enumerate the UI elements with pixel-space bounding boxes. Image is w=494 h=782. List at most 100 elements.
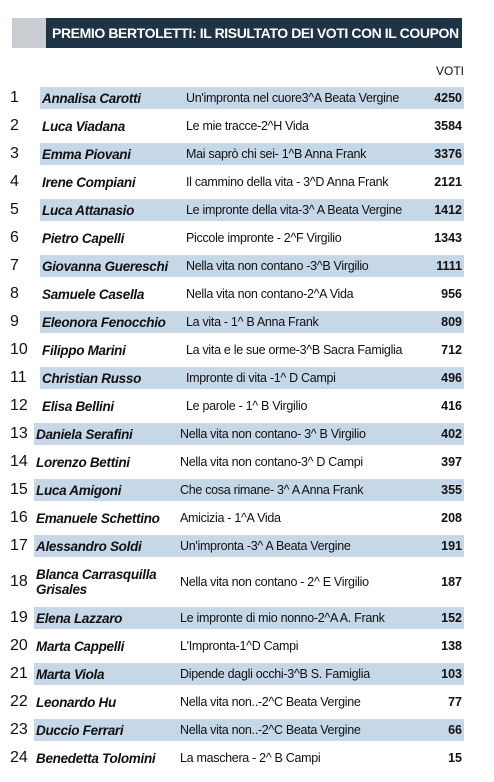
student-name: Elisa Bellini (42, 398, 114, 414)
table-row: 10 Filippo Marini La vita e le sue orme-3^… (0, 336, 494, 364)
entry-title: Mai saprò chi sei- 1^B Anna Frank (186, 147, 367, 161)
votes: 4250 (434, 91, 462, 105)
rank: 23 (10, 721, 28, 738)
table-row: 6 Pietro Capelli Piccole impronte - 2^F Vi… (0, 224, 494, 252)
table-row: 15 Luca Amigoni Che cosa rimane- 3^ A Anna… (0, 476, 494, 504)
votes: 15 (448, 751, 462, 765)
entry-title: Un'impronta nel cuore3^A Beata Vergine (186, 91, 399, 105)
rank: 15 (10, 481, 28, 498)
table-row: 18 Blanca Carrasquilla Grisales Nella vita… (0, 560, 494, 604)
table-row: 20 Marta Cappelli L'Impronta-1^D Campi 138 (0, 632, 494, 660)
table-row: 2 Luca Viadana Le mie tracce-2^H Vida 3584 (0, 112, 494, 140)
rank: 1 (10, 89, 19, 106)
entry-title: Nella vita non contano-2^A Vida (186, 287, 354, 301)
row-background (34, 607, 464, 629)
entry-title: Nella vita non..-2^C Beata Vergine (180, 695, 361, 709)
student-name: Eleonora Fenocchio (42, 314, 166, 330)
table-row: 3 Emma Piovani Mai saprò chi sei- 1^B Anna… (0, 140, 494, 168)
table-row: 13 Daniela Serafini Nella vita non contano… (0, 420, 494, 448)
student-name: Filippo Marini (42, 342, 126, 358)
votes: 208 (441, 511, 462, 525)
student-name: Luca Amigoni (36, 482, 122, 498)
student-name: Duccio Ferrari (36, 722, 124, 738)
row-background (34, 719, 464, 741)
votes: 1412 (434, 203, 462, 217)
entry-title: Che cosa rimane- 3^ A Anna Frank (180, 483, 364, 497)
entry-title: Dipende dagli occhi-3^B S. Famiglia (180, 667, 370, 681)
rank: 11 (10, 369, 27, 386)
student-name: Samuele Casella (42, 286, 145, 302)
rank: 10 (10, 341, 28, 358)
votes: 3584 (434, 119, 462, 133)
student-name: Marta Cappelli (36, 638, 125, 654)
student-name: Christian Russo (42, 370, 142, 386)
rank: 17 (10, 537, 28, 554)
votes: 103 (441, 667, 462, 681)
table-row: 23 Duccio Ferrari Nella vita non..-2^C Bea… (0, 716, 494, 744)
student-name: Pietro Capelli (42, 230, 125, 246)
student-name: Benedetta Tolomini (36, 750, 156, 766)
rank: 13 (10, 425, 28, 442)
row-background (40, 87, 464, 109)
student-name: Luca Attanasio (42, 202, 135, 218)
rank: 8 (10, 285, 19, 302)
row-background (40, 367, 464, 389)
student-name: Emma Piovani (42, 146, 131, 162)
votes: 397 (441, 455, 462, 469)
rank: 12 (10, 397, 28, 414)
rank: 24 (10, 749, 28, 766)
table-row: 16 Emanuele Schettino Amicizia - 1^A Vida 2… (0, 504, 494, 532)
votes: 187 (441, 575, 462, 589)
student-name: Emanuele Schettino (36, 510, 160, 526)
rank: 5 (10, 201, 19, 218)
entry-title: Nella vita non contano-3^ D Campi (180, 455, 363, 469)
table-row: 24 Benedetta Tolomini La maschera - 2^ B C… (0, 744, 494, 772)
entry-title: Le parole - 1^ B Virgilio (186, 399, 308, 413)
table-row: 1 Annalisa Carotti Un'impronta nel cuore3^… (0, 84, 494, 112)
rank: 18 (10, 573, 28, 590)
row-background (34, 663, 464, 685)
rank: 7 (10, 257, 19, 274)
entry-title: La vita - 1^ B Anna Frank (186, 315, 319, 329)
entry-title: La vita e le sue orme-3^B Sacra Famiglia (186, 343, 403, 357)
rank: 21 (10, 665, 28, 682)
row-background (40, 143, 464, 165)
student-name: Lorenzo Bettini (36, 454, 130, 470)
table-row: 5 Luca Attanasio Le impronte della vita-3^… (0, 196, 494, 224)
entry-title: Nella vita non contano - 2^ E Virgilio (180, 575, 369, 589)
rank: 16 (10, 509, 28, 526)
votes: 138 (441, 639, 462, 653)
entry-title: Impronte di vita -1^ D Campi (186, 371, 336, 385)
row-background (40, 255, 464, 277)
rank: 4 (10, 173, 19, 190)
table-row: 11 Christian Russo Impronte di vita -1^ D … (0, 364, 494, 392)
row-background (34, 535, 464, 557)
table-row: 17 Alessandro Soldi Un'impronta -3^ A Beat… (0, 532, 494, 560)
votes: 152 (441, 611, 462, 625)
column-header: VOTI (435, 64, 464, 78)
votes: 496 (441, 371, 462, 385)
table-row: 22 Leonardo Hu Nella vita non..-2^C Beata … (0, 688, 494, 716)
rank: 19 (10, 609, 28, 626)
student-name: Daniela Serafini (36, 426, 133, 442)
entry-title: Un'impronta -3^ A Beata Vergine (180, 539, 351, 553)
table-row: 4 Irene Compiani Il cammino della vita - 3… (0, 168, 494, 196)
votes: 66 (448, 723, 462, 737)
rank: 6 (10, 229, 19, 246)
entry-title: Nella vita non contano -3^B Virgilio (186, 259, 369, 273)
table-row: 21 Marta Viola Dipende dagli occhi-3^B S. … (0, 660, 494, 688)
student-name: Marta Viola (36, 666, 105, 682)
rank: 14 (10, 453, 28, 470)
entry-title: Le mie tracce-2^H Vida (186, 119, 309, 133)
row-background (34, 423, 464, 445)
student-name: Irene Compiani (42, 174, 136, 190)
student-name: Leonardo Hu (36, 694, 116, 710)
table-row: 19 Elena Lazzaro Le impronte di mio nonno-… (0, 604, 494, 632)
rank: 2 (10, 117, 19, 134)
rank: 22 (10, 693, 28, 710)
entry-title: Piccole impronte - 2^F Virgilio (186, 231, 342, 245)
entry-title: L'Impronta-1^D Campi (180, 639, 299, 653)
row-background (40, 199, 464, 221)
student-name: Annalisa Carotti (42, 90, 141, 106)
row-background (34, 479, 464, 501)
